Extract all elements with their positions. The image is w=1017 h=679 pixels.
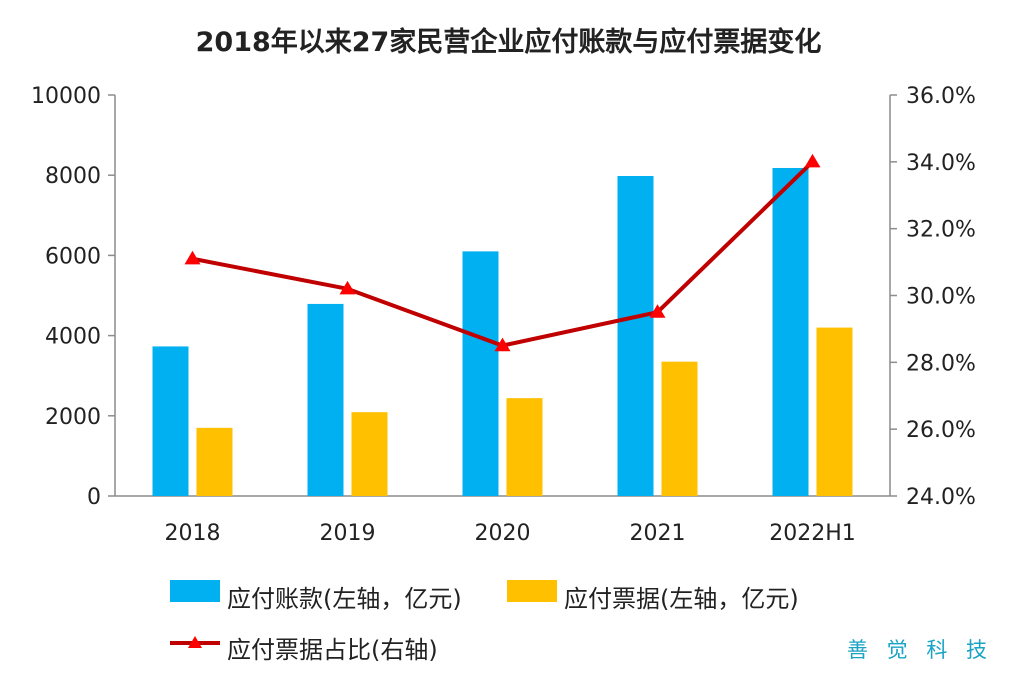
- line-point-notes-ratio: [494, 337, 511, 352]
- right-axis-tick-label: 34.0%: [906, 151, 976, 176]
- bar-notes-payable: [661, 361, 698, 496]
- legend-swatch-notes-payable: [507, 580, 557, 602]
- right-axis-tick-label: 24.0%: [906, 485, 976, 510]
- right-axis-tick-label: 30.0%: [906, 285, 976, 310]
- left-axis-tick-label: 0: [87, 485, 101, 510]
- x-axis-tick-label: 2021: [630, 521, 686, 546]
- bar-notes-payable: [506, 398, 543, 496]
- x-axis-tick-label: 2019: [320, 521, 376, 546]
- x-axis-tick-label: 2018: [165, 521, 221, 546]
- x-axis-tick-label: 2022H1: [769, 521, 856, 546]
- legend-swatch-accounts-payable: [170, 580, 220, 602]
- line-point-notes-ratio: [339, 280, 356, 295]
- left-axis-tick-label: 4000: [45, 325, 101, 350]
- line-point-notes-ratio: [649, 304, 666, 318]
- line-notes-ratio: [192, 160, 814, 348]
- right-axis-tick-label: 36.0%: [906, 84, 976, 109]
- legend-marker-notes-ratio: [188, 636, 202, 648]
- brand-watermark: 善 觉 科 技: [846, 638, 993, 662]
- left-axis-tick-label: 8000: [45, 164, 101, 189]
- bar-accounts-payable: [152, 346, 189, 496]
- chart-title: 2018年以来27家民营企业应付账款与应付票据变化: [195, 27, 822, 58]
- bar-accounts-payable: [462, 251, 499, 496]
- legend-label-notes-payable: 应付票据(左轴，亿元): [564, 585, 799, 613]
- bar-notes-payable: [816, 327, 853, 496]
- bar-notes-payable: [196, 427, 233, 496]
- right-axis-tick-label: 28.0%: [906, 351, 976, 376]
- legend-label-notes-ratio: 应付票据占比(右轴): [227, 636, 438, 664]
- bar-accounts-payable: [772, 167, 809, 496]
- left-axis-tick-label: 6000: [45, 244, 101, 269]
- left-axis-tick-label: 10000: [31, 84, 101, 109]
- bar-notes-payable: [351, 412, 388, 496]
- left-axis-tick-label: 2000: [45, 405, 101, 430]
- right-axis-tick-label: 32.0%: [906, 218, 976, 243]
- bar-accounts-payable: [307, 303, 344, 496]
- bar-accounts-payable: [617, 176, 654, 496]
- right-axis-tick-label: 26.0%: [906, 418, 976, 443]
- legend-label-accounts-payable: 应付账款(左轴，亿元): [227, 585, 462, 613]
- x-axis-tick-label: 2020: [475, 521, 531, 546]
- line-point-notes-ratio: [804, 153, 821, 168]
- line-point-notes-ratio: [184, 250, 201, 265]
